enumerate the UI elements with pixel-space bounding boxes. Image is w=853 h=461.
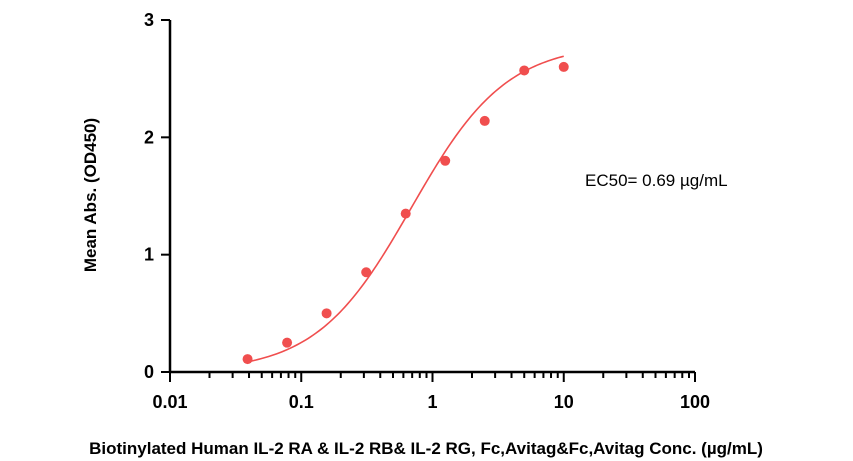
y-tick-label: 3 (144, 10, 154, 30)
x-tick-label: 0.1 (289, 392, 314, 412)
data-point (361, 267, 372, 278)
ec50-annotation: EC50= 0.69 µg/mL (585, 171, 728, 190)
x-tick-label: 1 (427, 392, 437, 412)
data-point (519, 65, 530, 76)
data-point (321, 308, 332, 319)
data-point (282, 337, 293, 348)
data-point (440, 155, 451, 166)
data-point (479, 115, 490, 126)
data-points (242, 61, 569, 365)
data-point (558, 61, 569, 72)
y-tick-label: 0 (144, 362, 154, 382)
x-tick-label: 10 (554, 392, 574, 412)
x-tick-label: 100 (680, 392, 710, 412)
ticks: 0 1 2 3 0.01 0.1 1 10 100 (144, 10, 710, 412)
y-tick-label: 1 (144, 245, 154, 265)
y-axis-label: Mean Abs. (OD450) (81, 118, 100, 272)
axes (168, 20, 695, 374)
x-axis-label: Biotinylated Human IL-2 RA & IL-2 RB& IL… (89, 439, 763, 458)
data-point (242, 354, 253, 365)
x-tick-label: 0.01 (152, 392, 187, 412)
data-point (400, 208, 411, 219)
y-tick-label: 2 (144, 127, 154, 147)
